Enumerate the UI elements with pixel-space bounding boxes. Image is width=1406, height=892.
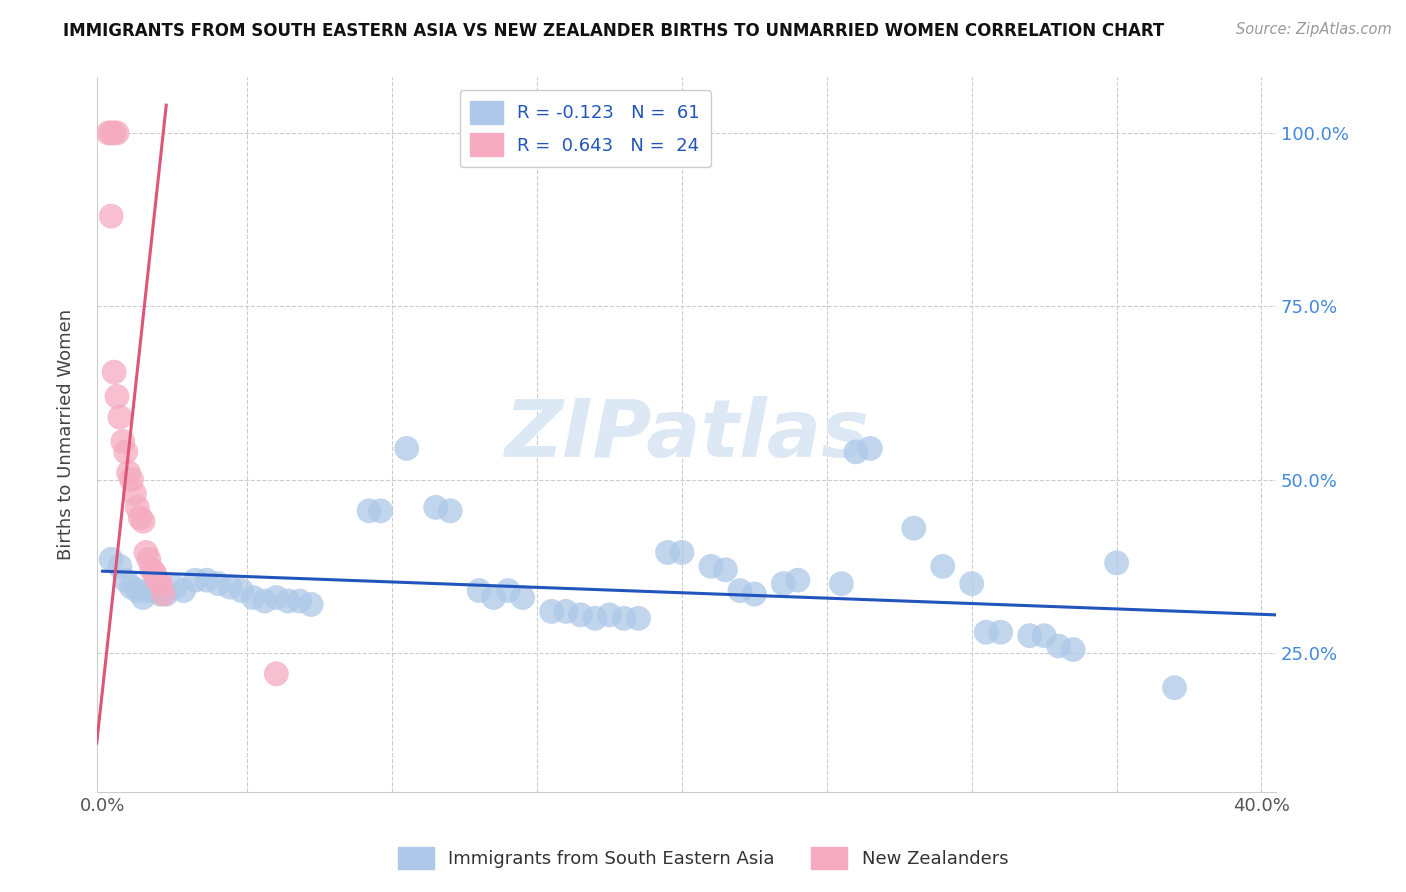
Point bbox=[149, 587, 172, 601]
Point bbox=[700, 559, 723, 574]
Point bbox=[266, 666, 288, 681]
Point bbox=[671, 545, 693, 559]
Point bbox=[103, 126, 125, 140]
Point bbox=[583, 611, 606, 625]
Point bbox=[117, 466, 139, 480]
Point bbox=[299, 598, 322, 612]
Point bbox=[105, 126, 128, 140]
Legend: Immigrants from South Eastern Asia, New Zealanders: Immigrants from South Eastern Asia, New … bbox=[391, 839, 1015, 876]
Point bbox=[932, 559, 955, 574]
Point bbox=[173, 583, 195, 598]
Point bbox=[830, 576, 852, 591]
Point bbox=[772, 576, 794, 591]
Point bbox=[97, 126, 120, 140]
Point bbox=[129, 510, 152, 524]
Point bbox=[288, 594, 311, 608]
Point bbox=[859, 442, 882, 456]
Point bbox=[990, 625, 1012, 640]
Point bbox=[127, 583, 149, 598]
Point bbox=[195, 573, 218, 587]
Point bbox=[569, 607, 592, 622]
Point bbox=[114, 445, 136, 459]
Point bbox=[138, 552, 160, 566]
Point bbox=[370, 504, 392, 518]
Point bbox=[395, 442, 418, 456]
Legend: R = -0.123   N =  61, R =  0.643   N =  24: R = -0.123 N = 61, R = 0.643 N = 24 bbox=[460, 90, 711, 167]
Point bbox=[143, 583, 166, 598]
Point bbox=[149, 576, 172, 591]
Point bbox=[207, 576, 229, 591]
Point bbox=[143, 566, 166, 581]
Point bbox=[714, 563, 737, 577]
Point bbox=[845, 445, 868, 459]
Point bbox=[124, 486, 146, 500]
Text: IMMIGRANTS FROM SOUTH EASTERN ASIA VS NEW ZEALANDER BIRTHS TO UNMARRIED WOMEN CO: IMMIGRANTS FROM SOUTH EASTERN ASIA VS NE… bbox=[63, 22, 1164, 40]
Point bbox=[231, 583, 253, 598]
Point bbox=[540, 604, 562, 618]
Point bbox=[108, 559, 131, 574]
Point bbox=[425, 500, 447, 515]
Point bbox=[105, 389, 128, 403]
Point bbox=[357, 504, 380, 518]
Point bbox=[903, 521, 925, 535]
Point bbox=[100, 209, 122, 223]
Point bbox=[146, 573, 169, 587]
Point bbox=[1033, 629, 1056, 643]
Point bbox=[555, 604, 578, 618]
Point bbox=[266, 591, 288, 605]
Point bbox=[141, 563, 163, 577]
Point bbox=[744, 587, 766, 601]
Point bbox=[728, 583, 751, 598]
Point bbox=[132, 591, 155, 605]
Point bbox=[138, 583, 160, 598]
Point bbox=[1062, 642, 1084, 657]
Point bbox=[960, 576, 983, 591]
Point bbox=[786, 573, 808, 587]
Point bbox=[184, 573, 207, 587]
Point bbox=[599, 607, 621, 622]
Point bbox=[439, 504, 461, 518]
Point bbox=[627, 611, 650, 625]
Point bbox=[1163, 681, 1185, 695]
Point bbox=[1018, 629, 1040, 643]
Point bbox=[1047, 639, 1070, 653]
Point bbox=[613, 611, 636, 625]
Point bbox=[121, 580, 143, 594]
Point bbox=[974, 625, 997, 640]
Text: ZIPatlas: ZIPatlas bbox=[503, 395, 869, 474]
Point bbox=[103, 365, 125, 379]
Point bbox=[496, 583, 519, 598]
Point bbox=[111, 434, 134, 449]
Point bbox=[468, 583, 491, 598]
Point bbox=[114, 573, 136, 587]
Point bbox=[277, 594, 299, 608]
Text: Source: ZipAtlas.com: Source: ZipAtlas.com bbox=[1236, 22, 1392, 37]
Point bbox=[163, 580, 186, 594]
Point bbox=[127, 500, 149, 515]
Point bbox=[657, 545, 679, 559]
Point bbox=[155, 587, 177, 601]
Point bbox=[512, 591, 534, 605]
Point bbox=[135, 545, 157, 559]
Point bbox=[152, 587, 174, 601]
Point bbox=[1105, 556, 1128, 570]
Point bbox=[219, 580, 242, 594]
Point bbox=[100, 126, 122, 140]
Y-axis label: Births to Unmarried Women: Births to Unmarried Women bbox=[58, 309, 75, 560]
Point bbox=[121, 473, 143, 487]
Point bbox=[100, 552, 122, 566]
Point bbox=[253, 594, 276, 608]
Point bbox=[482, 591, 505, 605]
Point bbox=[132, 514, 155, 528]
Point bbox=[242, 591, 264, 605]
Point bbox=[108, 410, 131, 425]
